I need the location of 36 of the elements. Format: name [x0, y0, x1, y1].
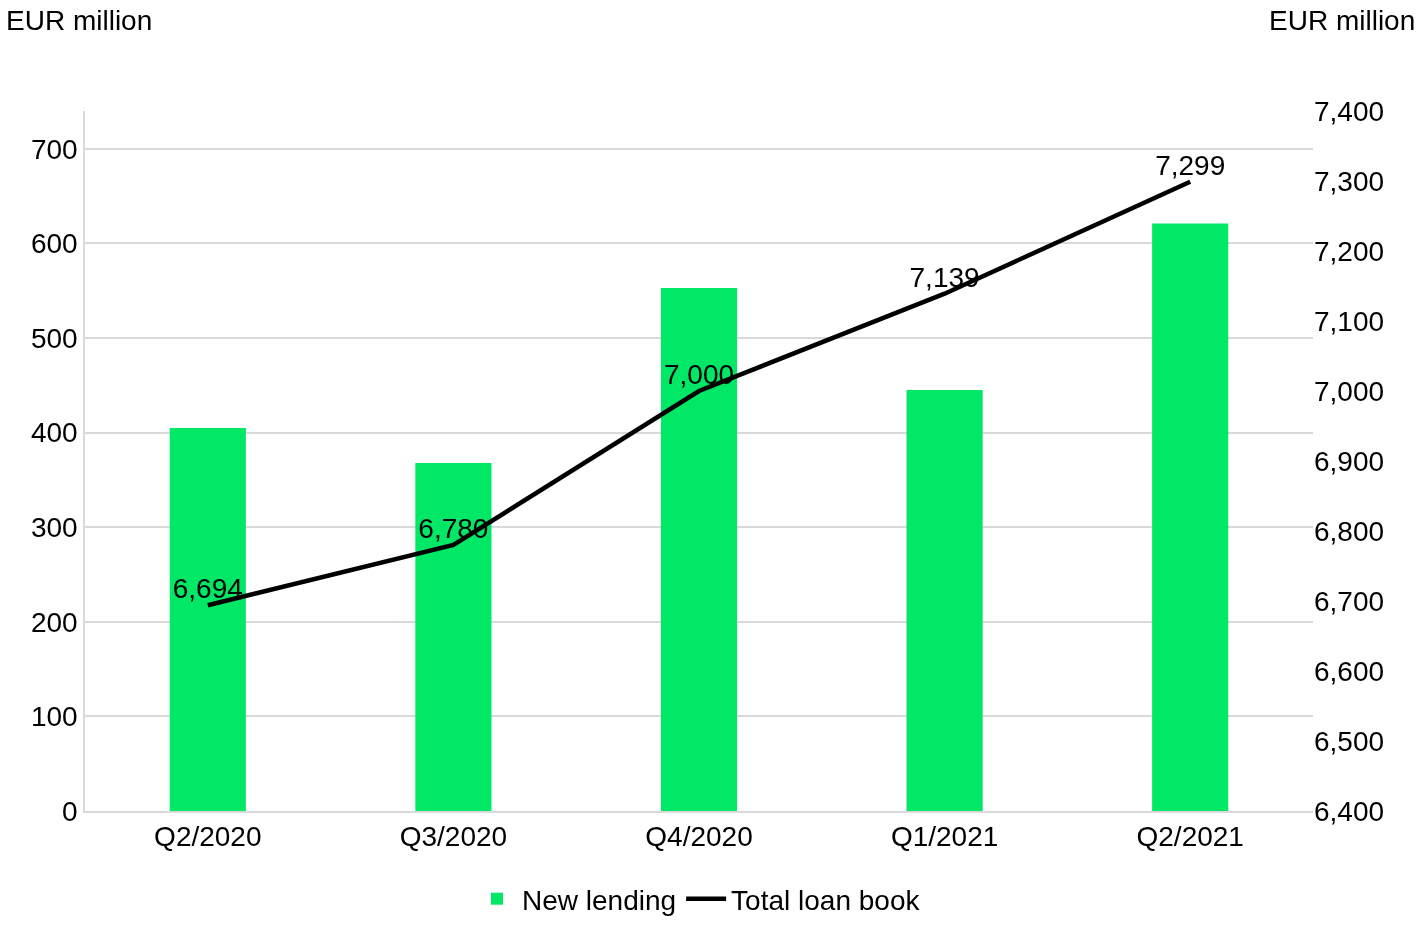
y2-tick-label: 7,300 — [1314, 165, 1385, 197]
y-tick-label: 100 — [30, 701, 78, 733]
y2-tick-label: 7,200 — [1314, 235, 1385, 267]
x-tick-label: Q3/2020 — [399, 821, 508, 853]
y-tick-label: 600 — [30, 228, 78, 260]
y-tick-label: 200 — [30, 606, 78, 638]
y-tick-label: 300 — [30, 512, 78, 544]
y2-tick-label: 6,700 — [1314, 585, 1385, 617]
data-label: 7,000 — [663, 359, 735, 390]
y-tick-label: 700 — [30, 133, 78, 165]
x-tick-label: Q4/2020 — [645, 821, 753, 853]
x-tick-label: Q1/2021 — [890, 821, 999, 853]
data-label: 6,694 — [172, 573, 243, 605]
y2-tick-label: 6,500 — [1314, 725, 1385, 757]
y2-tick-label: 7,000 — [1314, 375, 1385, 407]
y-tick-label: 400 — [30, 417, 78, 449]
x-tick-label: Q2/2021 — [1136, 821, 1244, 853]
bar — [169, 427, 246, 811]
y2-axis-title: EUR million — [1269, 5, 1416, 36]
y2-tick-label: 6,600 — [1314, 655, 1385, 687]
y2-tick-label: 6,900 — [1314, 445, 1385, 477]
y2-tick-label: 6,400 — [1314, 795, 1385, 827]
bar — [660, 287, 738, 811]
y-tick-label: 0 — [62, 795, 78, 827]
y2-tick-label: 6,800 — [1314, 515, 1385, 547]
x-tick-label: Q2/2020 — [154, 821, 262, 853]
data-label: 7,299 — [1155, 149, 1226, 181]
y2-tick-label: 7,400 — [1314, 95, 1385, 127]
legend-label: New lending — [522, 884, 677, 916]
bar — [415, 462, 492, 811]
bar — [1152, 223, 1229, 811]
bar — [906, 390, 983, 811]
y2-tick-label: 7,100 — [1314, 305, 1385, 337]
legend-label: Total loan book — [731, 884, 921, 916]
y-tick-label: 500 — [30, 322, 78, 354]
y-axis-title: EUR million — [6, 5, 153, 36]
